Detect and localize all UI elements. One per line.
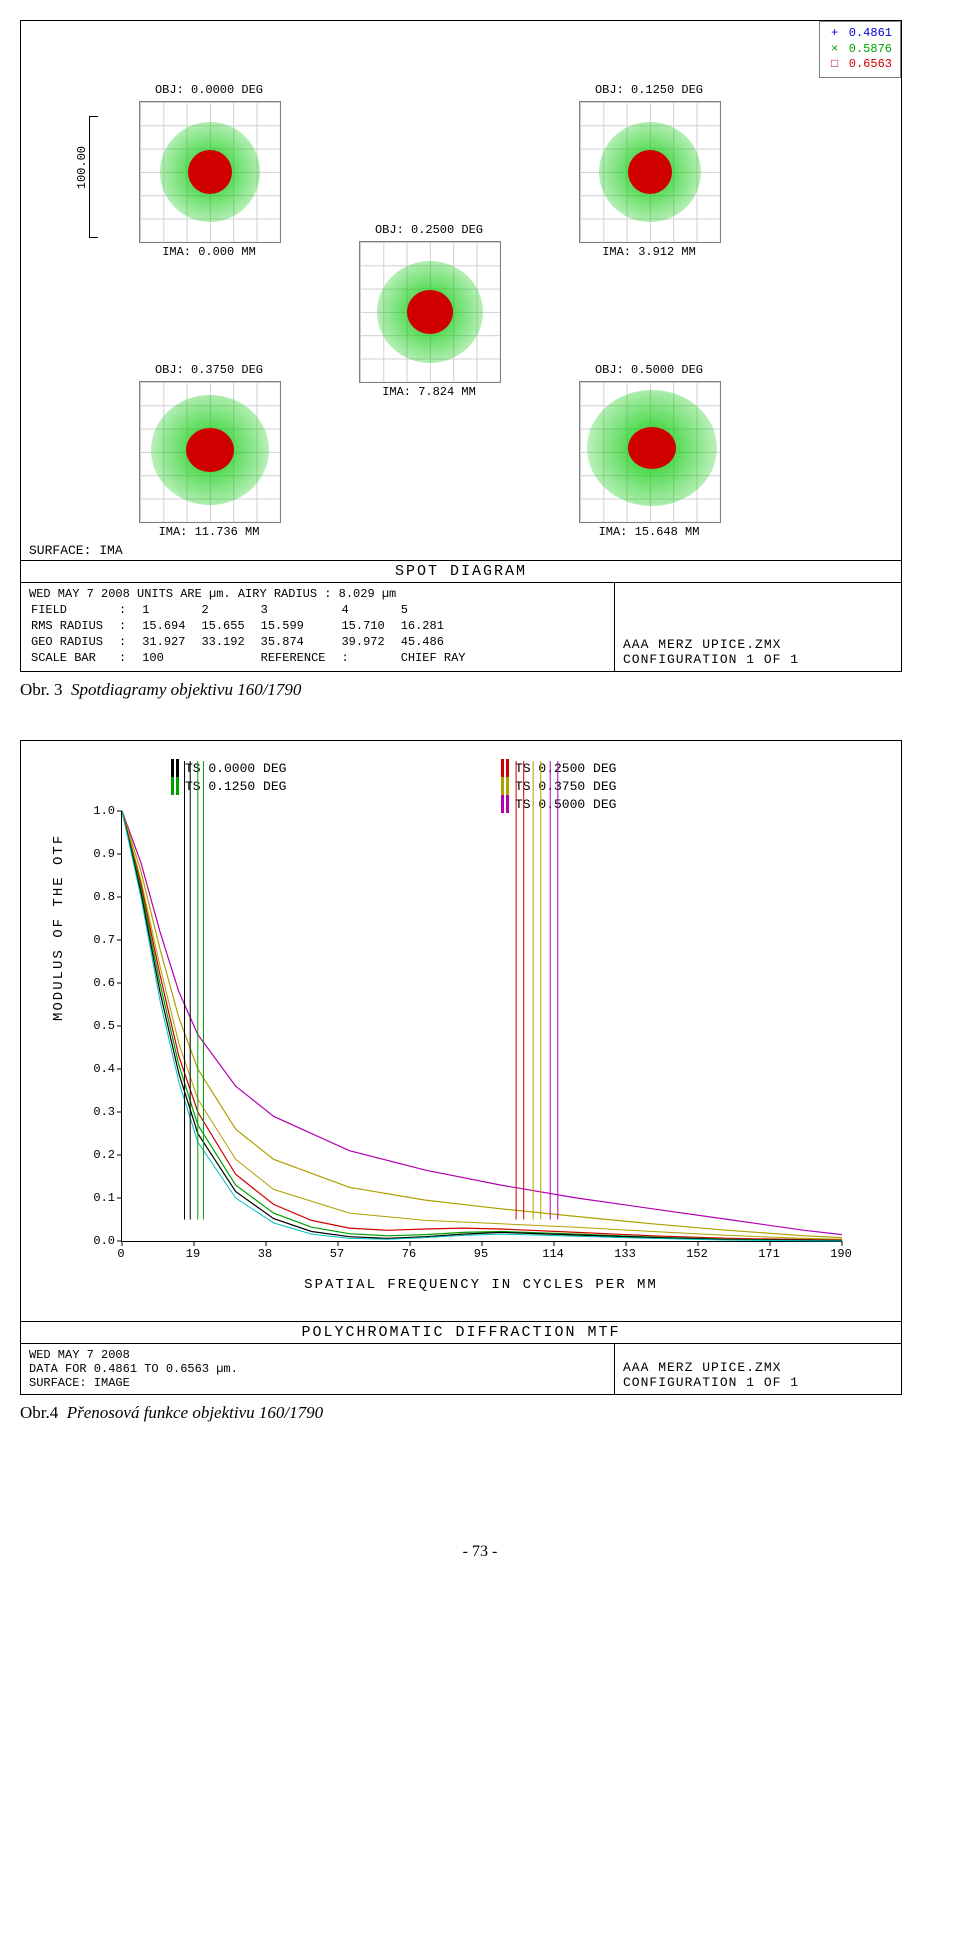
mtf-xtick: 38 — [245, 1247, 285, 1261]
scale-bar-value: 100.00 — [75, 146, 89, 189]
mtf-config: CONFIGURATION 1 OF 1 — [623, 1375, 893, 1390]
surface-label: SURFACE: IMA — [21, 541, 901, 561]
mtf-plot-area: TS 0.0000 DEGTS 0.1250 DEG TS 0.2500 DEG… — [21, 741, 901, 1321]
scale-bar: 100.00 — [81, 116, 99, 236]
mtf-curve — [122, 811, 842, 1238]
spot-ima-label: IMA: 0.000 MM — [139, 245, 279, 259]
spot-obj-label: OBJ: 0.1250 DEG — [579, 83, 719, 97]
mtf-info-line: WED MAY 7 2008 — [29, 1348, 606, 1362]
mtf-xtick: 171 — [749, 1247, 789, 1261]
mtf-ytick: 0.2 — [81, 1148, 115, 1162]
legend-wavelength: × 0.5876 — [828, 42, 892, 58]
spot-obj-label: OBJ: 0.3750 DEG — [139, 363, 279, 377]
mtf-info-block: WED MAY 7 2008DATA FOR 0.4861 TO 0.6563 … — [21, 1344, 901, 1394]
mtf-ytick: 0.8 — [81, 890, 115, 904]
mtf-ytick: 1.0 — [81, 804, 115, 818]
mtf-info-line: DATA FOR 0.4861 TO 0.6563 µm. — [29, 1362, 606, 1376]
mtf-ytick: 0.1 — [81, 1191, 115, 1205]
mtf-xtick: 152 — [677, 1247, 717, 1261]
mtf-title: POLYCHROMATIC DIFFRACTION MTF — [21, 1321, 901, 1344]
mtf-ytick: 0.6 — [81, 976, 115, 990]
mtf-ytick: 0.7 — [81, 933, 115, 947]
mtf-xtick: 114 — [533, 1247, 573, 1261]
spot-config: CONFIGURATION 1 OF 1 — [623, 652, 893, 667]
spot-info-line1: WED MAY 7 2008 UNITS ARE µm. AIRY RADIUS… — [29, 587, 606, 601]
page-number: - 73 - — [20, 1543, 940, 1561]
spot-diagram-plot-area: + 0.4861× 0.5876□ 0.6563 100.00 OBJ: 0.0… — [21, 21, 901, 541]
mtf-legend-item: TS 0.1250 DEG — [171, 777, 286, 795]
mtf-xtick: 190 — [821, 1247, 861, 1261]
figure4-caption: Obr.4 Přenosová funkce objektivu 160/179… — [20, 1403, 940, 1423]
mtf-plot — [121, 811, 842, 1242]
mtf-ytick: 0.4 — [81, 1062, 115, 1076]
spot-info-block: WED MAY 7 2008 UNITS ARE µm. AIRY RADIUS… — [21, 583, 901, 671]
spot-ima-label: IMA: 3.912 MM — [579, 245, 719, 259]
legend-wavelength: □ 0.6563 — [828, 57, 892, 73]
mtf-xtick: 57 — [317, 1247, 357, 1261]
mtf-curve — [122, 811, 842, 1241]
spot-diagram-title: SPOT DIAGRAM — [21, 561, 901, 583]
mtf-xtick: 0 — [101, 1247, 141, 1261]
mtf-legend-item: TS 0.3750 DEG — [501, 777, 616, 795]
spot-diagram-figure: + 0.4861× 0.5876□ 0.6563 100.00 OBJ: 0.0… — [20, 20, 902, 672]
spot-cell: OBJ: 0.2500 DEG IMA: 7.824 MM — [359, 241, 499, 381]
mtf-figure: TS 0.0000 DEGTS 0.1250 DEG TS 0.2500 DEG… — [20, 740, 902, 1395]
spot-ima-label: IMA: 15.648 MM — [579, 525, 719, 539]
mtf-ytick: 0.0 — [81, 1234, 115, 1248]
spot-ima-label: IMA: 11.736 MM — [139, 525, 279, 539]
mtf-legend-right: TS 0.2500 DEGTS 0.3750 DEGTS 0.5000 DEG — [501, 759, 616, 813]
spot-cell: OBJ: 0.1250 DEG IMA: 3.912 MM — [579, 101, 719, 241]
mtf-xtick: 19 — [173, 1247, 213, 1261]
spot-cell: OBJ: 0.3750 DEG IMA: 11.736 MM — [139, 381, 279, 521]
spot-data-table: FIELD:12345RMS RADIUS:15.69415.65515.599… — [29, 601, 482, 667]
mtf-curve — [122, 811, 842, 1235]
mtf-ytick: 0.5 — [81, 1019, 115, 1033]
spot-cell: OBJ: 0.0000 DEG IMA: 0.000 MM — [139, 101, 279, 241]
mtf-legend-item: TS 0.0000 DEG — [171, 759, 286, 777]
mtf-ytick: 0.3 — [81, 1105, 115, 1119]
figure3-caption: Obr. 3 Spotdiagramy objektivu 160/1790 — [20, 680, 940, 700]
mtf-filename: AAA MERZ UPICE.ZMX — [623, 1360, 893, 1375]
mtf-legend-left: TS 0.0000 DEGTS 0.1250 DEG — [171, 759, 286, 795]
mtf-y-axis-label: MODULUS OF THE OTF — [51, 834, 67, 1021]
spot-obj-label: OBJ: 0.2500 DEG — [359, 223, 499, 237]
spot-obj-label: OBJ: 0.0000 DEG — [139, 83, 279, 97]
legend-wavelength: + 0.4861 — [828, 26, 892, 42]
spot-cell: OBJ: 0.5000 DEG IMA: 15.648 MM — [579, 381, 719, 521]
spot-ima-label: IMA: 7.824 MM — [359, 385, 499, 399]
mtf-info-line: SURFACE: IMAGE — [29, 1376, 606, 1390]
mtf-xtick: 133 — [605, 1247, 645, 1261]
mtf-x-axis-label: SPATIAL FREQUENCY IN CYCLES PER MM — [121, 1277, 841, 1293]
spot-filename: AAA MERZ UPICE.ZMX — [623, 637, 893, 652]
mtf-xtick: 76 — [389, 1247, 429, 1261]
spot-obj-label: OBJ: 0.5000 DEG — [579, 363, 719, 377]
mtf-legend-item: TS 0.2500 DEG — [501, 759, 616, 777]
wavelength-legend: + 0.4861× 0.5876□ 0.6563 — [819, 21, 901, 78]
mtf-ytick: 0.9 — [81, 847, 115, 861]
mtf-xtick: 95 — [461, 1247, 501, 1261]
